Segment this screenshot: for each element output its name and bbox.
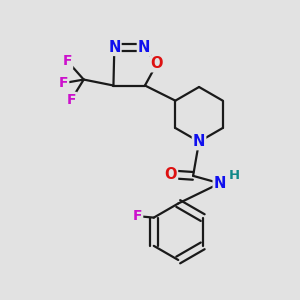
Text: N: N [214, 176, 226, 191]
Text: F: F [63, 54, 72, 68]
Text: N: N [138, 40, 150, 55]
Text: H: H [229, 169, 240, 182]
Text: F: F [133, 209, 142, 223]
Text: O: O [165, 167, 177, 182]
Text: F: F [59, 76, 68, 90]
Text: O: O [151, 56, 163, 71]
Text: N: N [108, 40, 121, 55]
Text: F: F [67, 93, 76, 107]
Text: N: N [193, 134, 205, 149]
